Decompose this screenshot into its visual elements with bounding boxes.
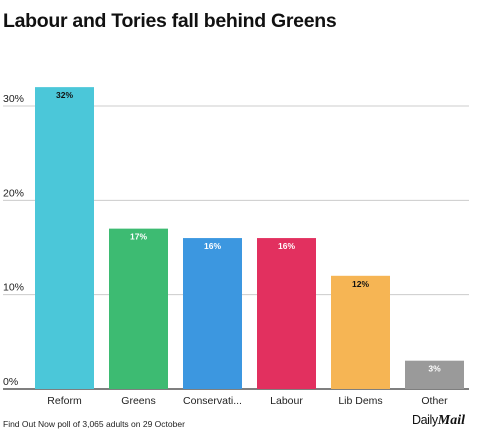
y-tick-label: 30% (3, 93, 24, 105)
data-labels: 32% 17% 16% 16% 12% 3% (56, 90, 441, 374)
bar-0 (35, 87, 94, 389)
category-label: Reform (47, 395, 82, 407)
y-tick-label: 20% (3, 187, 24, 199)
y-tick-label: 10% (3, 282, 24, 294)
brand-logo: DailyMail (412, 413, 466, 428)
bar-2 (183, 238, 242, 389)
bar-4 (331, 275, 390, 389)
category-label: Lib Dems (338, 395, 382, 407)
data-label: 3% (428, 364, 441, 374)
data-label: 16% (278, 241, 295, 251)
chart-title: Labour and Tories fall behind Greens (3, 10, 337, 32)
y-axis-ticks: 0% 10% 20% 30% (3, 93, 24, 388)
category-label: Labour (270, 395, 303, 407)
data-label: 32% (56, 90, 73, 100)
data-label: 16% (204, 241, 221, 251)
category-label: Other (421, 395, 448, 407)
bar-3 (257, 238, 316, 389)
x-axis-categories: Reform Greens Conservati... Labour Lib Dems O… (47, 395, 448, 407)
data-label: 12% (352, 279, 369, 289)
category-label: Greens (121, 395, 155, 407)
source-note: Find Out Now poll of 3,065 adults on 29 … (3, 419, 185, 429)
y-tick-label: 0% (3, 376, 18, 388)
category-label: Conservati... (183, 395, 242, 407)
data-label: 17% (130, 232, 147, 242)
bar-5 (405, 360, 464, 389)
bars (35, 87, 464, 389)
bar-1 (109, 228, 168, 389)
